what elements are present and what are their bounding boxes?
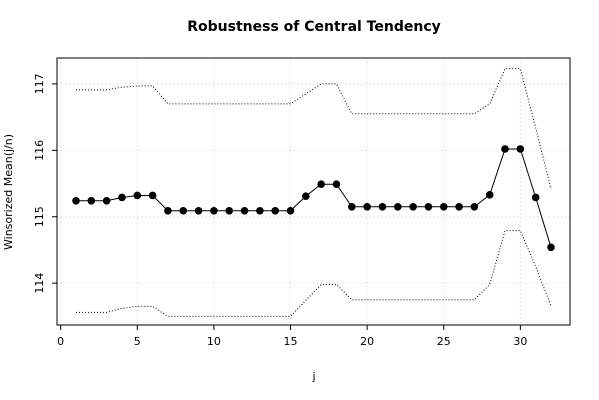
point [72, 196, 80, 205]
x-tick-label: 15 [284, 335, 298, 348]
x-tick-label: 30 [513, 335, 527, 348]
point [547, 243, 555, 252]
series-line [76, 148, 552, 248]
point [501, 145, 509, 153]
point [317, 180, 325, 188]
point [409, 202, 417, 211]
series-line [76, 68, 552, 189]
y-tick-label: 115 [33, 206, 46, 227]
point [393, 202, 402, 211]
y-tick-label: 117 [33, 73, 46, 94]
point [485, 191, 494, 199]
point [179, 206, 188, 215]
x-tick-label: 20 [360, 335, 374, 348]
plot-frame [56, 57, 571, 326]
point [240, 206, 249, 215]
point [531, 193, 540, 202]
x-tick-label: 0 [57, 335, 64, 348]
point [470, 202, 479, 211]
x-axis-label: j [311, 370, 315, 383]
point [210, 206, 218, 215]
y-tick-label: 116 [33, 140, 46, 161]
point [102, 196, 111, 205]
point [439, 202, 448, 211]
point [271, 206, 279, 215]
chart-title: Robustness of Central Tendency [187, 19, 441, 35]
point [332, 180, 341, 188]
point [424, 202, 433, 211]
point [516, 145, 525, 153]
y-tick-label: 114 [33, 273, 46, 294]
point [194, 206, 203, 215]
point [164, 206, 172, 215]
point [133, 191, 142, 200]
point [225, 206, 234, 215]
point [87, 196, 96, 205]
point [348, 202, 356, 211]
point [455, 202, 463, 211]
y-axis-label: Winsorized Mean(j/n) [2, 134, 15, 250]
point [148, 191, 157, 200]
point [363, 202, 371, 211]
point [302, 192, 310, 200]
point [118, 193, 126, 202]
x-tick-label: 10 [207, 335, 221, 348]
point [286, 206, 295, 215]
series-line [76, 230, 552, 317]
point [378, 202, 387, 211]
x-tick-label: 25 [437, 335, 451, 348]
point [256, 206, 264, 215]
x-tick-label: 5 [134, 335, 141, 348]
